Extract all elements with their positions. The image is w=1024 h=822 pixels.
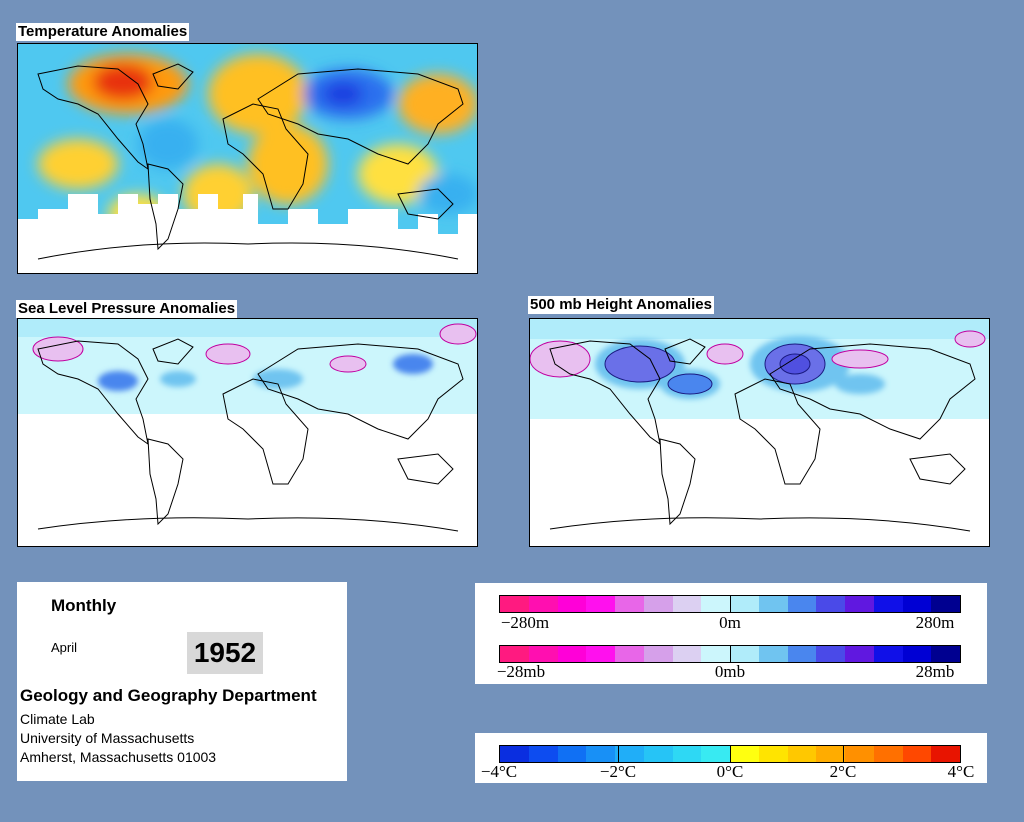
temperature-color-swatch [586,746,615,762]
slp-color-swatch [873,646,903,662]
temperature-legend: −4°C −2°C 0°C 2°C 4°C [475,733,987,783]
temp-label-minus2: −2°C [599,762,637,781]
height-color-swatch [586,596,615,612]
month-label: April [51,640,78,655]
slp-min-label: −28mb [496,662,546,681]
height-color-swatch [500,596,529,612]
temperature-map-graphic [18,44,477,260]
slp-color-swatch [758,646,788,662]
slp-color-swatch [643,646,673,662]
height-map-graphic [530,319,989,532]
temperature-color-swatch [730,746,759,762]
height-min-label: −280m [500,613,550,632]
slp-color-swatch [528,646,558,662]
temp-label-zero: 0°C [716,762,744,781]
height-color-swatch [730,596,759,612]
height-color-swatch [902,596,932,612]
slp-zero-tick [730,645,731,663]
address-line-3: Amherst, Massachusetts 01003 [20,749,217,765]
height-zero-tick [730,595,731,613]
height-color-swatch [845,596,874,612]
temperature-color-swatch [758,746,788,762]
height-zero-label: 0m [719,613,741,632]
address-line-1: Climate Lab [20,711,95,727]
height-max-label: 280m [915,613,955,632]
slp-color-swatch [701,646,730,662]
height-color-swatch [528,596,558,612]
temperature-color-swatch [500,746,529,762]
temperature-panel-title: Temperature Anomalies [16,23,190,41]
pressure-height-legend: −280m 0m 280m −28mb 0mb 28mb [475,583,987,684]
temperature-anomaly-map [17,43,478,274]
temp-tick-zero [730,745,731,763]
temperature-color-swatch [615,746,644,762]
height-panel-title: 500 mb Height Anomalies [528,296,714,314]
slp-panel-title: Sea Level Pressure Anomalies [16,300,238,318]
info-box: Monthly April 1952 Geology and Geography… [17,582,347,781]
height-color-swatch [873,596,903,612]
address-line-2: University of Massachusetts [20,730,195,746]
slp-zero-label: 0mb [714,662,746,681]
height-color-swatch [701,596,730,612]
temp-tick-minus2 [618,745,619,763]
temp-label-minus4: −4°C [480,762,518,781]
temperature-color-swatch [787,746,817,762]
temperature-color-swatch [873,746,903,762]
slp-color-swatch [816,646,845,662]
slp-color-swatch [931,646,960,662]
height-color-swatch [816,596,845,612]
slp-color-swatch [557,646,587,662]
temp-tick-plus2 [843,745,844,763]
year-label: 1952 [187,632,263,674]
height-anomaly-map [529,318,990,547]
height-color-swatch [931,596,960,612]
height-color-swatch [787,596,817,612]
height-color-swatch [758,596,788,612]
temp-label-plus4: 4°C [947,762,975,781]
slp-color-swatch [845,646,874,662]
temp-label-plus2: 2°C [829,762,857,781]
period-label: Monthly [51,596,117,615]
slp-color-swatch [615,646,644,662]
slp-map-graphic [18,319,477,532]
height-color-swatch [615,596,644,612]
temperature-color-swatch [845,746,874,762]
temperature-color-swatch [816,746,845,762]
temperature-color-swatch [557,746,587,762]
slp-anomaly-map [17,318,478,547]
slp-color-swatch [672,646,702,662]
temperature-color-swatch [672,746,702,762]
temperature-color-swatch [701,746,730,762]
temperature-color-swatch [902,746,932,762]
temperature-color-swatch [528,746,558,762]
slp-color-swatch [586,646,615,662]
slp-colorbar [499,645,961,663]
slp-max-label: 28mb [915,662,955,681]
height-color-swatch [557,596,587,612]
temperature-color-swatch [643,746,673,762]
temperature-color-swatch [931,746,960,762]
slp-color-swatch [787,646,817,662]
height-color-swatch [672,596,702,612]
department-name: Geology and Geography Department [20,686,317,705]
slp-color-swatch [500,646,529,662]
slp-color-swatch [730,646,759,662]
height-color-swatch [643,596,673,612]
slp-color-swatch [902,646,932,662]
